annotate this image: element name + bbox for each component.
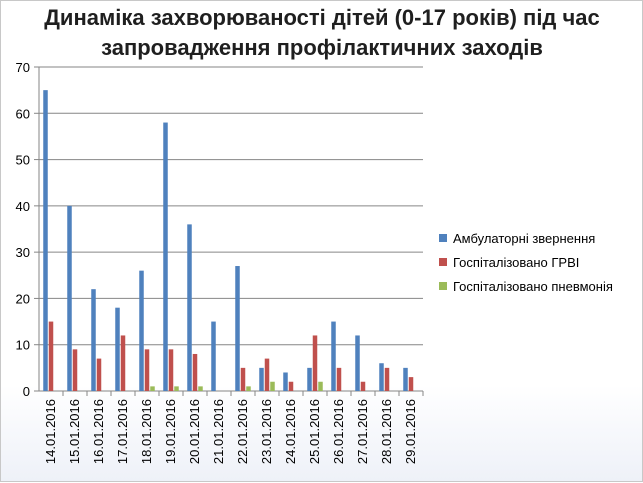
x-tick-label: 22.01.2016 xyxy=(235,399,250,464)
bar xyxy=(168,349,174,391)
x-tick-label: 16.01.2016 xyxy=(91,399,106,464)
bar xyxy=(198,386,203,391)
bar xyxy=(192,353,198,391)
x-axis-ticks: 14.01.2016 15.01.2016 16.01.2016 17.01.2016… xyxy=(43,391,424,464)
bar xyxy=(163,122,168,392)
legend-swatch xyxy=(439,258,447,266)
legend-swatch xyxy=(439,234,447,242)
bar xyxy=(150,386,155,391)
bar xyxy=(379,363,384,391)
legend-label: Амбулаторні звернення xyxy=(453,231,595,246)
legend-label: Госпіталізовано пневмонія xyxy=(453,279,613,294)
x-tick-label: 26.01.2016 xyxy=(331,399,346,464)
x-tick-label: 27.01.2016 xyxy=(355,399,370,464)
x-tick-label: 24.01.2016 xyxy=(283,399,298,464)
bar xyxy=(144,349,150,391)
bar xyxy=(246,386,251,391)
x-tick-label: 29.01.2016 xyxy=(403,399,418,464)
bar xyxy=(283,372,288,391)
x-tick-label: 20.01.2016 xyxy=(187,399,202,464)
bar xyxy=(91,289,96,391)
bar xyxy=(307,367,312,391)
y-tick-label: 70 xyxy=(16,60,30,75)
x-tick-label: 25.01.2016 xyxy=(307,399,322,464)
x-tick-label: 15.01.2016 xyxy=(67,399,82,464)
y-tick-label: 50 xyxy=(16,153,30,168)
chart-title-line: запровадження профілактичних заходів xyxy=(101,35,543,60)
bars xyxy=(43,90,414,392)
bar xyxy=(72,349,78,391)
bar xyxy=(360,381,366,391)
bar xyxy=(187,224,192,391)
x-tick-label: 17.01.2016 xyxy=(115,399,130,464)
y-tick-label: 0 xyxy=(23,384,30,399)
legend-swatch xyxy=(439,282,447,290)
bar xyxy=(67,205,72,391)
bar xyxy=(312,335,318,391)
x-tick-label: 18.01.2016 xyxy=(139,399,154,464)
bar xyxy=(384,367,390,391)
bar xyxy=(115,307,120,391)
bar xyxy=(139,270,144,391)
bar xyxy=(264,358,270,391)
bar xyxy=(403,367,408,391)
chart-title-line: Динаміка захворюваності дітей (0-17 рокі… xyxy=(44,5,600,30)
bar xyxy=(331,321,336,391)
y-tick-label: 60 xyxy=(16,106,30,121)
bar xyxy=(211,321,216,391)
legend: Амбулаторні звернення Госпіталізовано ГРВ… xyxy=(439,231,613,294)
y-tick-label: 30 xyxy=(16,245,30,260)
x-tick-label: 23.01.2016 xyxy=(259,399,274,464)
y-tick-label: 10 xyxy=(16,338,30,353)
gridlines xyxy=(39,66,423,346)
bar xyxy=(174,386,179,391)
x-tick-label: 14.01.2016 xyxy=(43,399,58,464)
y-tick-label: 40 xyxy=(16,199,30,214)
y-tick-label: 20 xyxy=(16,291,30,306)
bar xyxy=(235,266,240,391)
bar xyxy=(355,335,360,391)
bar xyxy=(120,335,126,391)
y-axis-ticks: 0 10 20 30 40 50 60 70 xyxy=(16,60,39,399)
bar xyxy=(48,321,54,391)
bar xyxy=(259,367,264,391)
bar xyxy=(43,90,48,392)
x-tick-label: 28.01.2016 xyxy=(379,399,394,464)
chart-title: Динаміка захворюваності дітей (0-17 рокі… xyxy=(44,5,600,60)
bar xyxy=(408,377,414,391)
axes xyxy=(38,67,423,392)
bar xyxy=(288,381,294,391)
legend-label: Госпіталізовано ГРВІ xyxy=(453,255,579,270)
bar xyxy=(270,381,275,391)
x-tick-label: 19.01.2016 xyxy=(163,399,178,464)
bar xyxy=(336,367,342,391)
x-tick-label: 21.01.2016 xyxy=(211,399,226,464)
bar xyxy=(96,358,102,391)
bar xyxy=(318,381,323,391)
bar xyxy=(240,367,246,391)
